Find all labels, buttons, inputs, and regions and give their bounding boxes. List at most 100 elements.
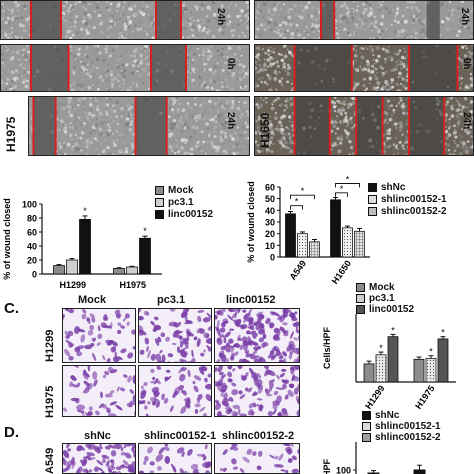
legend-swatch-shnc-d [362,411,371,420]
micrograph-texture [139,309,211,362]
significance-star: * [379,343,383,353]
y-tick-label: 50 [265,194,275,204]
transwell-image-d-1-3 [214,443,300,474]
y-tick-label: 20 [265,229,275,239]
row-label-h1299: H1299 [44,329,56,362]
micrograph-texture [255,45,473,91]
micrograph-texture [1,45,249,91]
bar-0-0 [53,265,65,275]
legend-swatch-mock [155,186,164,195]
significance-star: * [441,328,445,338]
column-label-shnc: shNc [84,430,111,442]
legend-swatch-linc00152 [155,210,164,219]
legend-item-shlinc-1: shlinc00152-1 [368,194,447,205]
y-axis-label: Cells/HPF [322,326,332,369]
legend-swatch-shlinc-2-d [362,433,371,442]
significance-star: * [429,347,433,357]
legend-item-mock: Mock [155,185,194,196]
column-label-shlinc-1: shlinc00152-1 [144,430,217,442]
x-tick-label: H1299 [59,280,86,290]
bar-hatch [309,241,320,257]
y-axis-label: HPF [322,458,332,474]
column-label-linc00152: linc00152 [226,294,276,306]
legend-label-mock-c: Mock [369,282,395,293]
transwell-image-c-1-1 [62,308,136,363]
bar-hatch [354,231,365,257]
cells-hpf-chart-overexpression: Cells/HPF H1299 H1975 * * * * [322,314,456,411]
significance-star: * [301,186,305,196]
wound-image-tr-row1 [254,0,474,40]
micrograph-texture [63,444,135,473]
y-tick-label: 10 [265,241,275,251]
significance-star: * [391,325,395,335]
bar-0-1 [330,199,341,258]
legend-label-pc31: pc3.1 [168,197,194,208]
y-tick-label: 0 [270,253,275,263]
time-label-tl-3: 24h [225,112,236,130]
y-tick-label: 60 [265,183,275,193]
bar-0-1 [113,268,125,275]
y-tick-label: 20 [27,256,37,266]
micrograph-texture [139,444,211,473]
micrograph-texture [255,1,473,39]
legend-swatch-linc00152-c [356,305,365,314]
time-label-tl-2: 0h [225,58,236,70]
legend-item-linc00152-c: linc00152 [356,304,414,315]
legend-swatch-shlinc-1 [368,195,377,204]
significance-star: * [346,175,350,185]
micrograph-texture [139,366,211,416]
bar-2-1 [437,338,449,383]
row-label-h1975: H1975 [44,385,56,418]
x-tick-label: H1650 [330,258,353,285]
bar-0-1 [413,358,425,383]
bar-hatch [426,358,436,382]
bar-hatch [342,227,353,257]
significance-bracket [290,194,315,200]
legend-label-shlinc-2: shlinc00152-2 [381,206,447,217]
legend-swatch-shlinc-1-d [362,422,371,431]
legend-swatch-shnc [368,183,377,192]
y-tick-label: 0 [32,270,37,280]
significance-bracket [335,192,348,197]
legend-label-shlinc-2-d: shlinc00152-2 [375,432,441,443]
bar-hatch [297,233,308,257]
micrograph-texture [63,309,135,362]
legend-label-shnc-d: shNc [375,410,400,421]
bar-hatch [376,354,386,382]
wound-image-tr-row2 [254,44,474,92]
micrograph-texture [215,444,299,473]
y-axis-label: % of wound closed [246,181,256,263]
x-tick-label: H1299 [363,383,386,410]
bar-2-0 [387,336,399,383]
y-tick-label: 100 [22,200,37,210]
legend-swatch-pc31 [155,198,164,207]
bar-2-0 [79,219,91,275]
wound-image-tl-row1 [0,0,250,40]
transwell-image-c-1-3 [214,308,300,363]
y-axis-label: % of wound closed [2,198,12,280]
legend-item-shlinc-1-d: shlinc00152-1 [362,421,441,432]
panel-letter-d: D. [4,424,19,441]
y-tick-label: 40 [27,242,37,252]
bar-0-0 [285,213,296,258]
column-label-shlinc-2: shlinc00152-2 [222,430,295,442]
significance-star: * [295,197,299,207]
transwell-image-c-1-2 [138,308,212,363]
y-tick-label: 100 [336,466,351,474]
significance-bracket [335,183,360,188]
micrograph-texture [1,1,249,39]
transwell-image-d-1-2 [138,443,212,474]
panel-letter-c: C. [4,300,19,317]
x-tick-label: H1975 [119,280,146,290]
wound-image-tl-row2 [0,44,250,92]
column-label-mock: Mock [78,294,107,306]
transwell-image-d-1-1 [62,443,136,474]
bar-1-0 [66,259,78,275]
bar-0-1 [413,469,426,474]
significance-star: * [340,184,344,194]
legend-label-linc00152: linc00152 [168,209,214,220]
legend-item-pc31-c: pc3.1 [356,293,395,304]
significance-star: * [83,206,87,216]
bar-2-1 [139,237,151,275]
